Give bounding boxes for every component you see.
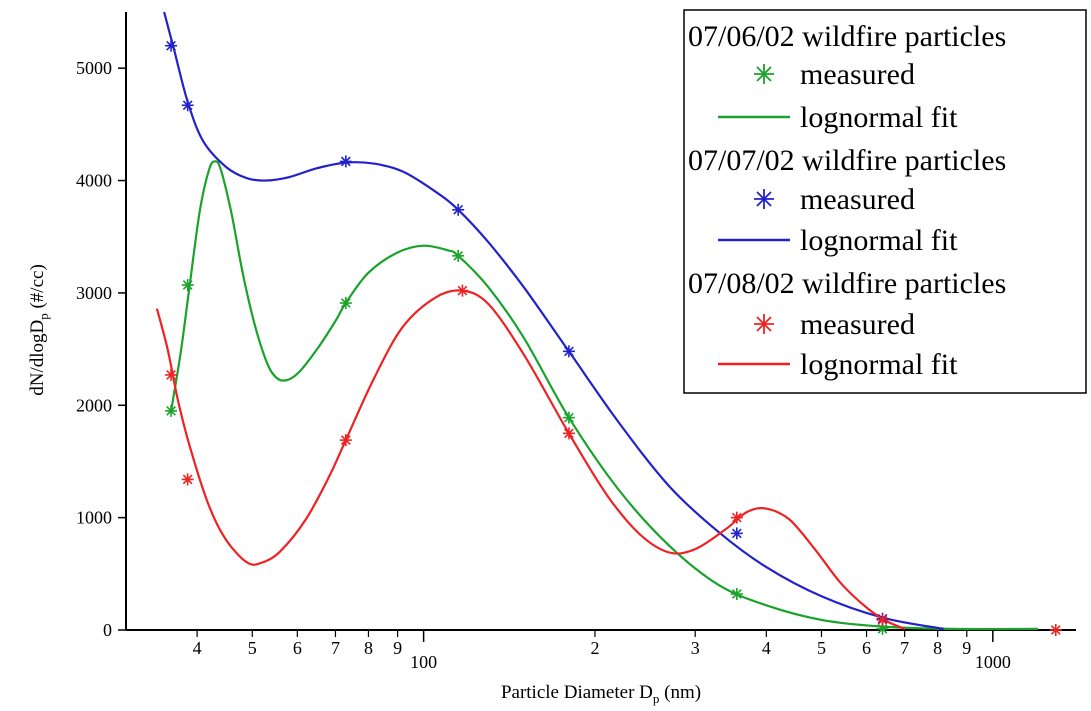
legend-box [683, 9, 1087, 394]
legend-measured-series-1: measured [800, 58, 915, 91]
x-minor-tick-label: 7 [331, 638, 340, 658]
measured-points [165, 39, 1062, 636]
measured-point-series-2 [452, 203, 465, 216]
measured-point-series-2 [562, 345, 575, 358]
x-minor-tick-label: 9 [393, 638, 402, 658]
measured-point-series-2 [181, 99, 194, 112]
y-ticks: 0 1000 2000 3000 4000 5000 [76, 58, 126, 640]
measured-point-series-1 [339, 297, 352, 310]
axes [125, 12, 1076, 631]
measured-point-series-3 [165, 368, 178, 381]
x-minor-tick-label: 2 [590, 638, 599, 658]
x-minor-tick-label: 5 [817, 638, 826, 658]
legend: 07/06/02 wildfire particles measured log… [683, 9, 1087, 394]
legend-fit-series-2: lognormal fit [800, 224, 958, 257]
y-tick-label: 0 [103, 620, 112, 640]
y-tick-label: 2000 [76, 395, 112, 415]
legend-title-series-3: 07/08/02 wildfire particles [688, 267, 1006, 300]
x-axis-label-subscript: p [653, 691, 660, 706]
legend-marker-series-2 [754, 189, 774, 209]
measured-point-series-3 [876, 613, 889, 626]
measured-point-series-3 [1049, 624, 1062, 636]
measured-point-series-3 [181, 473, 194, 486]
measured-point-series-1 [165, 404, 178, 417]
legend-measured-series-3: measured [800, 308, 915, 341]
legend-marker-series-3 [754, 314, 774, 334]
measured-point-series-3 [339, 434, 352, 447]
y-axis-label-subscript: p [36, 313, 51, 320]
measured-point-series-1 [562, 411, 575, 424]
y-axis-title: dN/dlogDp (#/cc) [27, 264, 51, 396]
y-axis-label: dN/dlogD [27, 320, 48, 396]
measured-point-series-2 [339, 155, 352, 168]
measured-point-series-3 [456, 284, 469, 297]
y-axis-label-unit: (#/cc) [27, 264, 48, 313]
y-tick-label: 5000 [76, 58, 112, 78]
y-tick-label: 4000 [76, 171, 112, 191]
legend-fit-series-3: lognormal fit [800, 348, 958, 381]
measured-point-series-3 [562, 427, 575, 440]
x-axis-label-unit: (nm) [659, 682, 701, 703]
x-minor-tick-label: 5 [248, 638, 257, 658]
x-major-tick-label: 100 [410, 652, 437, 672]
x-axis-title: Particle Diameter Dp (nm) [501, 682, 701, 706]
legend-measured-series-2: measured [800, 183, 915, 216]
fit-line-series-2 [163, 11, 945, 630]
measured-point-series-1 [730, 588, 743, 601]
fit-line-series-3 [155, 289, 906, 630]
fit-curves [155, 11, 1038, 631]
y-tick-label: 1000 [76, 508, 112, 528]
x-minor-tick-label: 4 [193, 638, 202, 658]
fit-line-series-1 [170, 160, 1038, 631]
legend-fit-series-1: lognormal fit [800, 101, 958, 134]
x-minor-tick-label: 4 [762, 638, 771, 658]
x-major-tick-label: 1000 [975, 652, 1011, 672]
x-minor-tick-label: 6 [862, 638, 871, 658]
x-minor-tick-label: 8 [933, 638, 942, 658]
x-minor-tick-label: 3 [691, 638, 700, 658]
y-tick-label: 3000 [76, 283, 112, 303]
measured-point-series-2 [730, 527, 743, 540]
x-minor-tick-label: 8 [364, 638, 373, 658]
measured-point-series-1 [452, 249, 465, 262]
x-minor-tick-label: 9 [962, 638, 971, 658]
x-minor-tick-label: 7 [900, 638, 909, 658]
legend-marker-series-1 [754, 64, 774, 84]
measured-point-series-2 [165, 39, 178, 52]
measured-point-series-1 [181, 279, 194, 292]
legend-title-series-1: 07/06/02 wildfire particles [688, 20, 1006, 53]
legend-title-series-2: 07/07/02 wildfire particles [688, 144, 1006, 177]
x-axis-label: Particle Diameter D [501, 682, 653, 703]
measured-point-series-3 [730, 511, 743, 524]
x-minor-tick-label: 6 [293, 638, 302, 658]
